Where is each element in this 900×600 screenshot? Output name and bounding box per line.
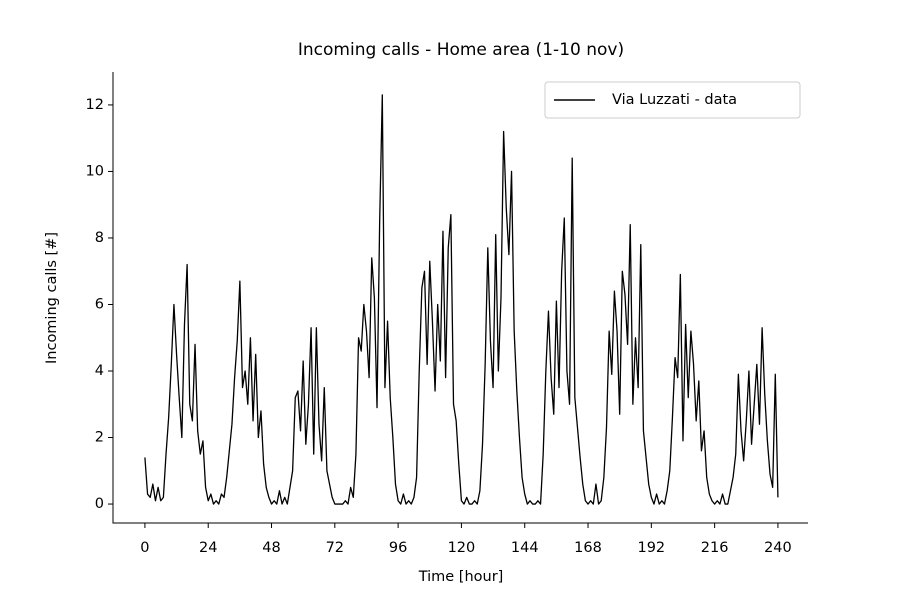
y-tick-label: 0 <box>95 496 104 512</box>
y-tick-label: 2 <box>95 430 104 446</box>
x-tick-label: 0 <box>140 540 149 556</box>
x-tick-label: 192 <box>637 540 665 556</box>
y-tick-label: 10 <box>86 163 104 179</box>
x-tick-label: 144 <box>511 540 539 556</box>
x-tick-label: 96 <box>389 540 407 556</box>
legend-label: Via Luzzati - data <box>612 92 737 108</box>
x-tick-label: 168 <box>574 540 602 556</box>
y-axis-label: Incoming calls [#] <box>44 232 60 364</box>
x-tick-label: 120 <box>448 540 476 556</box>
x-tick-label: 48 <box>262 540 280 556</box>
x-tick-label: 216 <box>701 540 729 556</box>
y-tick-label: 6 <box>95 296 104 312</box>
y-tick-label: 8 <box>95 230 104 246</box>
y-tick-label: 12 <box>86 97 104 113</box>
x-tick-label: 72 <box>326 540 344 556</box>
chart-title: Incoming calls - Home area (1-10 nov) <box>298 40 624 60</box>
x-axis-label: Time [hour] <box>418 569 504 585</box>
x-tick-label: 240 <box>764 540 792 556</box>
x-tick-label: 24 <box>199 540 217 556</box>
legend-box <box>544 81 801 119</box>
data-line <box>144 94 779 505</box>
y-tick-label: 4 <box>95 363 104 379</box>
